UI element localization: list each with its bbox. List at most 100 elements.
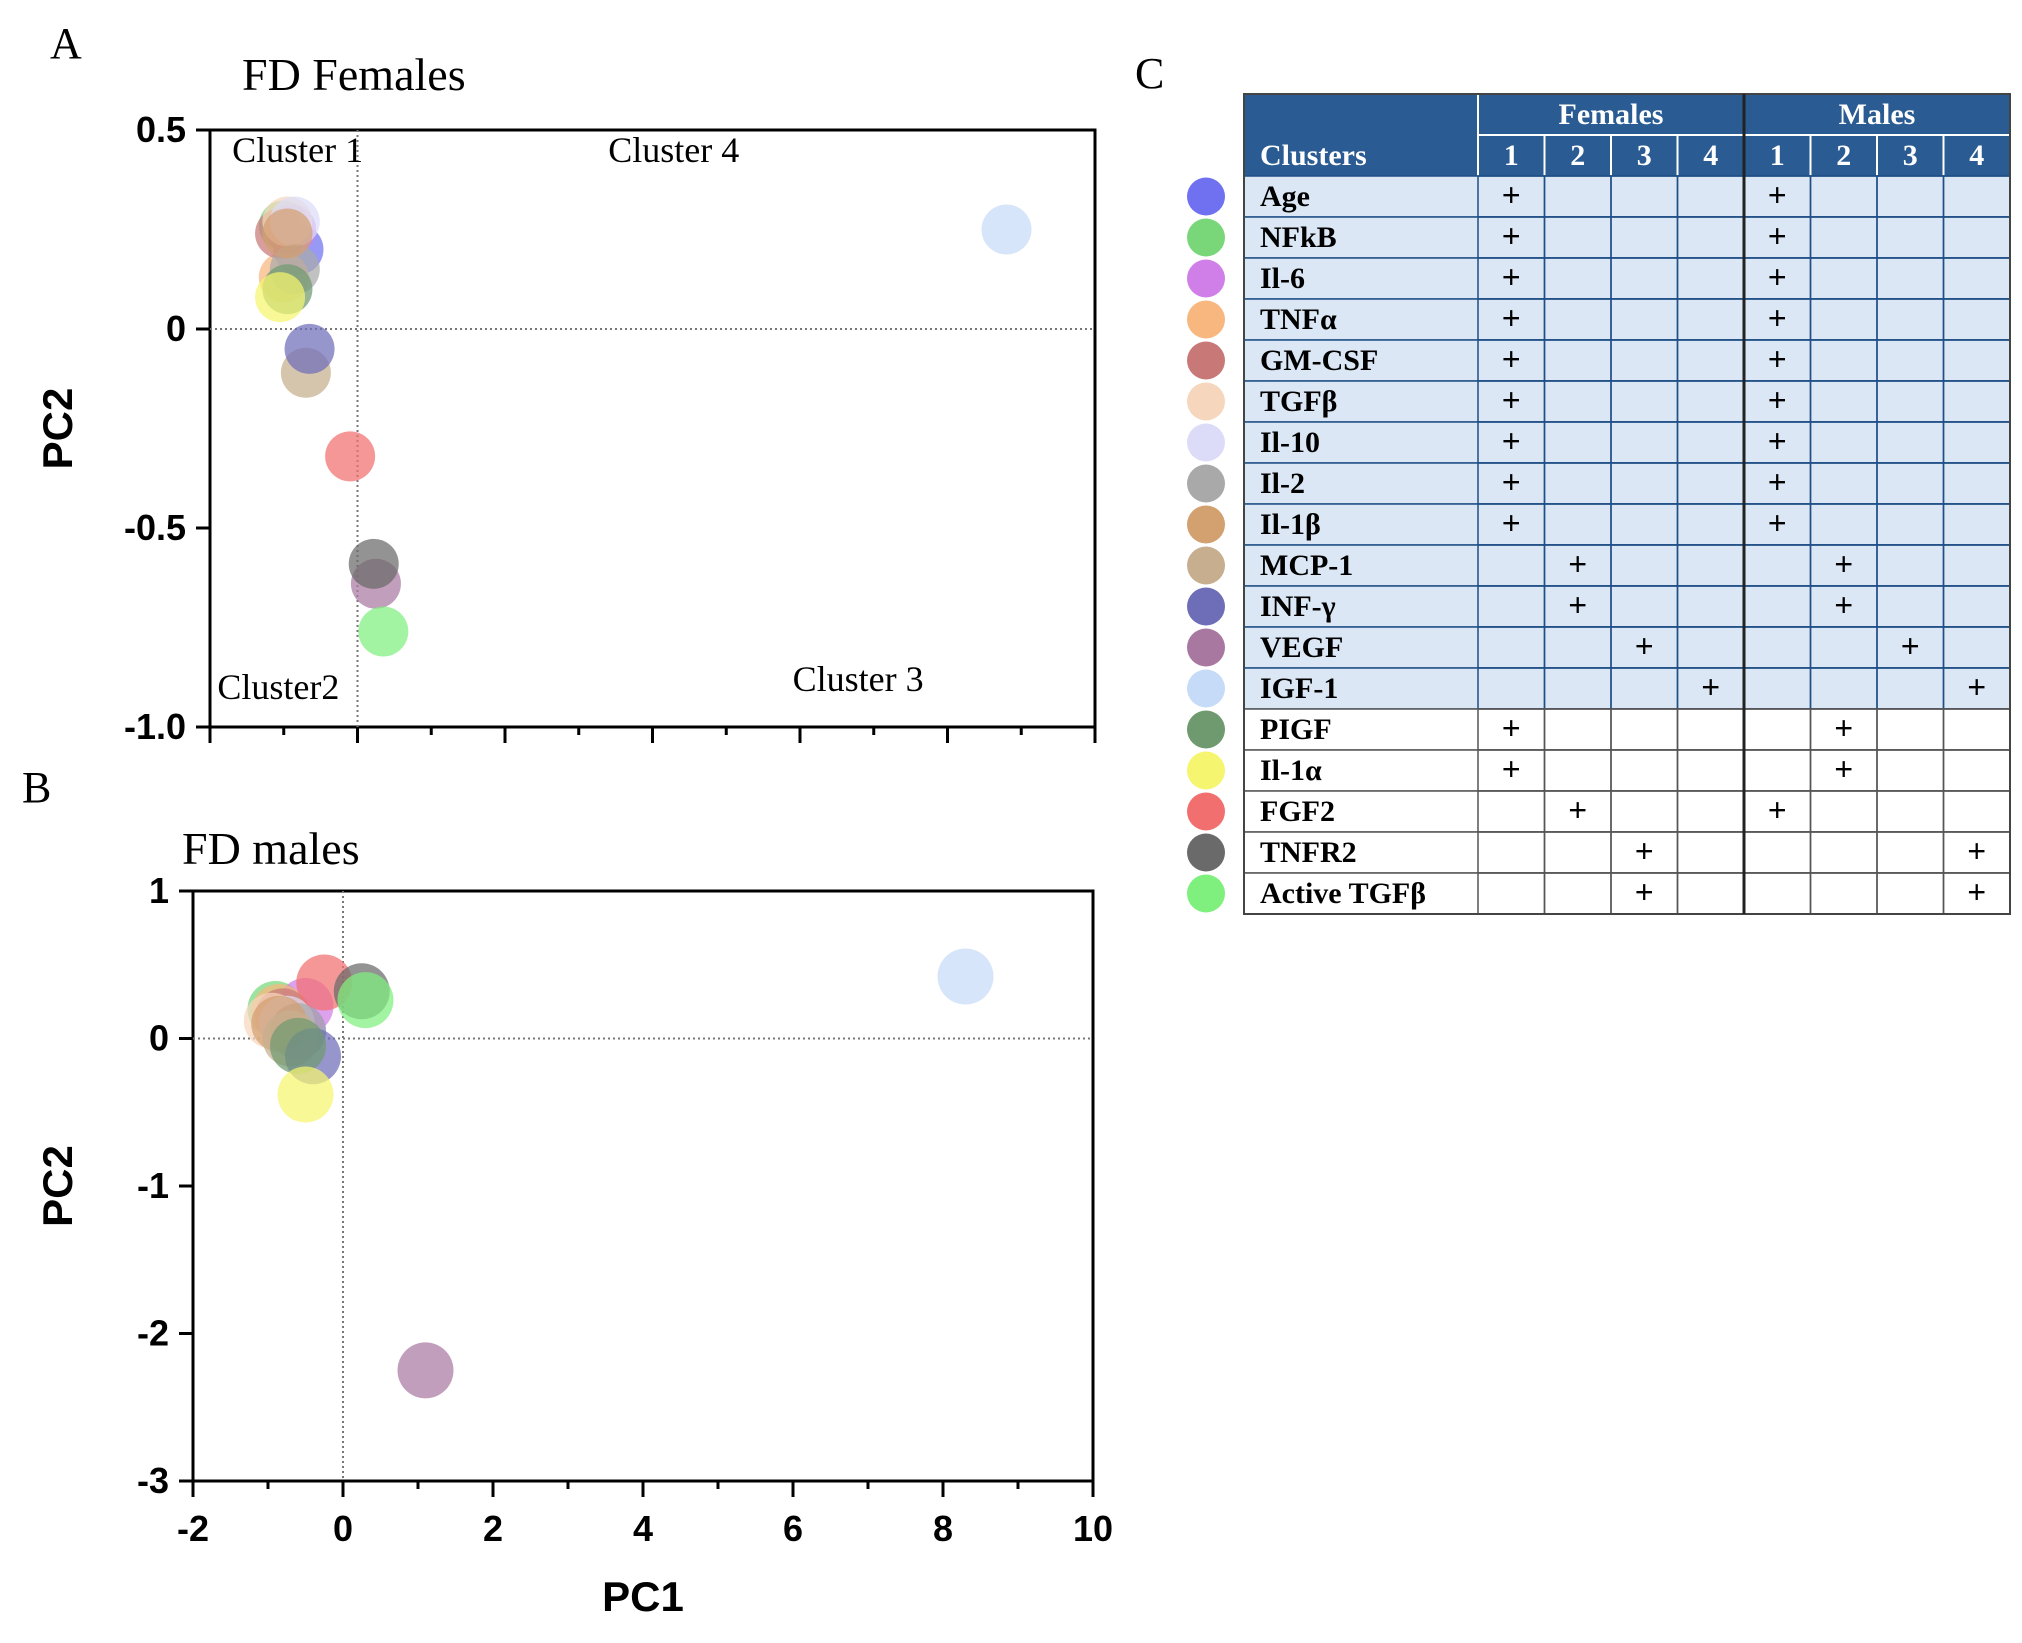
cell-mark: + (1502, 382, 1521, 418)
cell-mark: + (1502, 218, 1521, 254)
legend-dot-pigf (1187, 710, 1225, 749)
panel-letter-c: C (1135, 49, 1165, 98)
cell-mark: + (1768, 464, 1787, 500)
y-tick-label: -3 (137, 1460, 169, 1501)
cell-mark: + (1502, 177, 1521, 213)
panel-title-b: FD males (182, 823, 360, 874)
x-tick-label: 6 (783, 1508, 803, 1549)
point-il-1 (277, 1066, 334, 1123)
cell-mark: + (1502, 259, 1521, 295)
group-header-males: Males (1839, 98, 1916, 131)
row-label-vegf: VEGF (1260, 631, 1343, 664)
y-axis-title: PC2 (34, 388, 81, 470)
cluster-table: Females Males Clusters 1 2 3 4 1 2 3 4 Age + + NFkB + + I… (1187, 93, 2011, 915)
row-label-igf-1: IGF-1 (1260, 672, 1338, 705)
table-row-tnfr2 (1243, 831, 2011, 874)
cell-mark: + (1635, 833, 1654, 869)
cell-mark: + (1768, 382, 1787, 418)
point-igf-1 (937, 948, 994, 1005)
point-inf (284, 323, 335, 374)
cell-mark: + (1834, 587, 1853, 623)
column-header: 4 (1703, 139, 1718, 172)
row-label-il-1: Il-1α (1260, 754, 1322, 787)
x-tick-label: 10 (1073, 1508, 1113, 1549)
point-il-1 (255, 272, 306, 323)
row-label-il-10: Il-10 (1260, 426, 1320, 459)
plot-frame (208, 128, 1097, 729)
y-tick-label: -2 (137, 1313, 169, 1354)
panel-title-a: FD Females (242, 49, 466, 100)
x-tick-label: 4 (633, 1508, 653, 1549)
legend-dot-tnf (1187, 300, 1225, 339)
cell-mark: + (1967, 833, 1986, 869)
cell-mark: + (1502, 300, 1521, 336)
legend-dot-tgf (1187, 382, 1225, 421)
table-row-il-6 (1243, 257, 2011, 300)
row-label-il-2: Il-2 (1260, 467, 1305, 500)
cell-mark: + (1502, 341, 1521, 377)
row-label-inf: INF-γ (1260, 590, 1336, 623)
table-row-il-1 (1243, 749, 2011, 792)
row-label-fgf2: FGF2 (1260, 795, 1335, 828)
x-axis-title: PC1 (602, 1573, 684, 1620)
cell-mark: + (1635, 628, 1654, 664)
column-header: 4 (1969, 139, 1984, 172)
cell-mark: + (1568, 587, 1587, 623)
cell-mark: + (1967, 669, 1986, 705)
cell-mark: + (1768, 177, 1787, 213)
cell-mark: + (1502, 464, 1521, 500)
y-tick-label: 0 (166, 308, 186, 349)
row-label-il-1: Il-1β (1260, 508, 1321, 541)
cell-mark: + (1502, 751, 1521, 787)
cluster-label-cluster-4: Cluster 4 (608, 130, 739, 170)
legend-dot-il-1 (1187, 751, 1225, 790)
x-tick-label: 8 (933, 1508, 953, 1549)
cell-mark: + (1901, 628, 1920, 664)
y-tick-label: 1 (149, 870, 169, 911)
cell-mark: + (1502, 710, 1521, 746)
column-header: 1 (1504, 139, 1519, 172)
group-header-females: Females (1559, 98, 1664, 131)
column-header: 3 (1637, 139, 1652, 172)
table-row-nfkb (1243, 216, 2011, 259)
cell-mark: + (1701, 669, 1720, 705)
cluster-label-cluster2: Cluster2 (217, 667, 339, 707)
legend-dot-fgf2 (1187, 792, 1225, 831)
table-row-il-1 (1243, 503, 2011, 546)
panel-letter-a: A (50, 19, 82, 68)
table-row-age (1243, 175, 2011, 218)
cell-mark: + (1834, 546, 1853, 582)
legend-dot-il-1 (1187, 505, 1225, 544)
column-header: 1 (1770, 139, 1785, 172)
row-label-active-tgf: Active TGFβ (1260, 877, 1426, 910)
row-label-pigf: PIGF (1260, 713, 1332, 746)
cell-mark: + (1768, 792, 1787, 828)
cell-mark: + (1502, 423, 1521, 459)
row-label-gm-csf: GM-CSF (1260, 344, 1378, 377)
table-row-igf-1 (1243, 667, 2011, 710)
legend-dot-nfkb (1187, 218, 1225, 257)
legend-dot-tnfr2 (1187, 833, 1225, 872)
legend-dot-inf (1187, 587, 1225, 626)
column-header: 2 (1836, 139, 1851, 172)
column-header: 2 (1570, 139, 1585, 172)
cell-mark: + (1768, 341, 1787, 377)
point-active-tgf (358, 606, 409, 657)
y-tick-label: -1 (137, 1165, 169, 1206)
scatter-chart-a: 0.5 0 -0.5 -1.0 PC2 Cluster 1 Cluster 4 Cluster… (34, 109, 1097, 747)
point-pigf (270, 1017, 326, 1074)
table-row-mcp-1 (1243, 544, 2011, 587)
y-tick-label: 0 (149, 1018, 169, 1059)
legend-dot-mcp-1 (1187, 546, 1225, 585)
cell-mark: + (1768, 505, 1787, 541)
y-axis-title: PC2 (34, 1145, 81, 1227)
cell-mark: + (1834, 710, 1853, 746)
table-row-tgf (1243, 380, 2011, 423)
row-label-age: Age (1260, 180, 1310, 213)
point-il-1 (262, 208, 313, 259)
legend-dot-active-tgf (1187, 874, 1225, 913)
table-border (1243, 93, 2011, 915)
row-header-label: Clusters (1260, 139, 1367, 172)
cluster-label-cluster-3: Cluster 3 (793, 659, 924, 699)
cell-mark: + (1768, 218, 1787, 254)
